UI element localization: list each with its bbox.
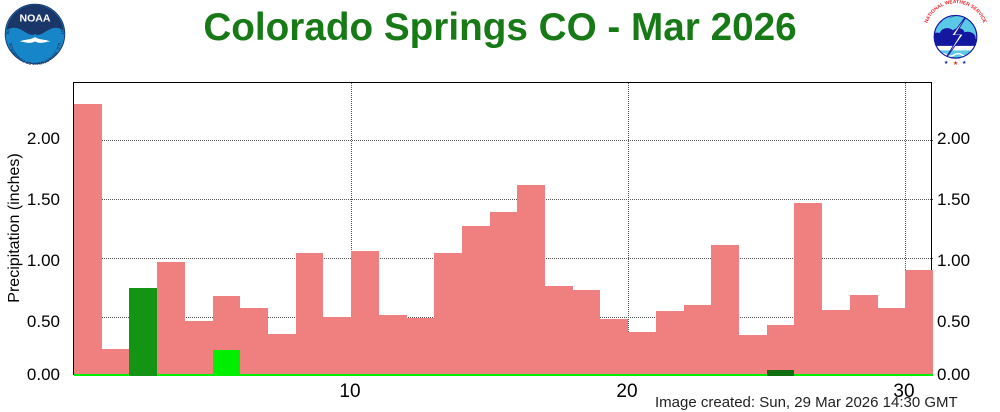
svg-text:★: ★ <box>944 60 949 66</box>
svg-text:★: ★ <box>953 60 958 67</box>
svg-text:★: ★ <box>962 60 967 66</box>
svg-text:NOAA: NOAA <box>19 13 50 25</box>
